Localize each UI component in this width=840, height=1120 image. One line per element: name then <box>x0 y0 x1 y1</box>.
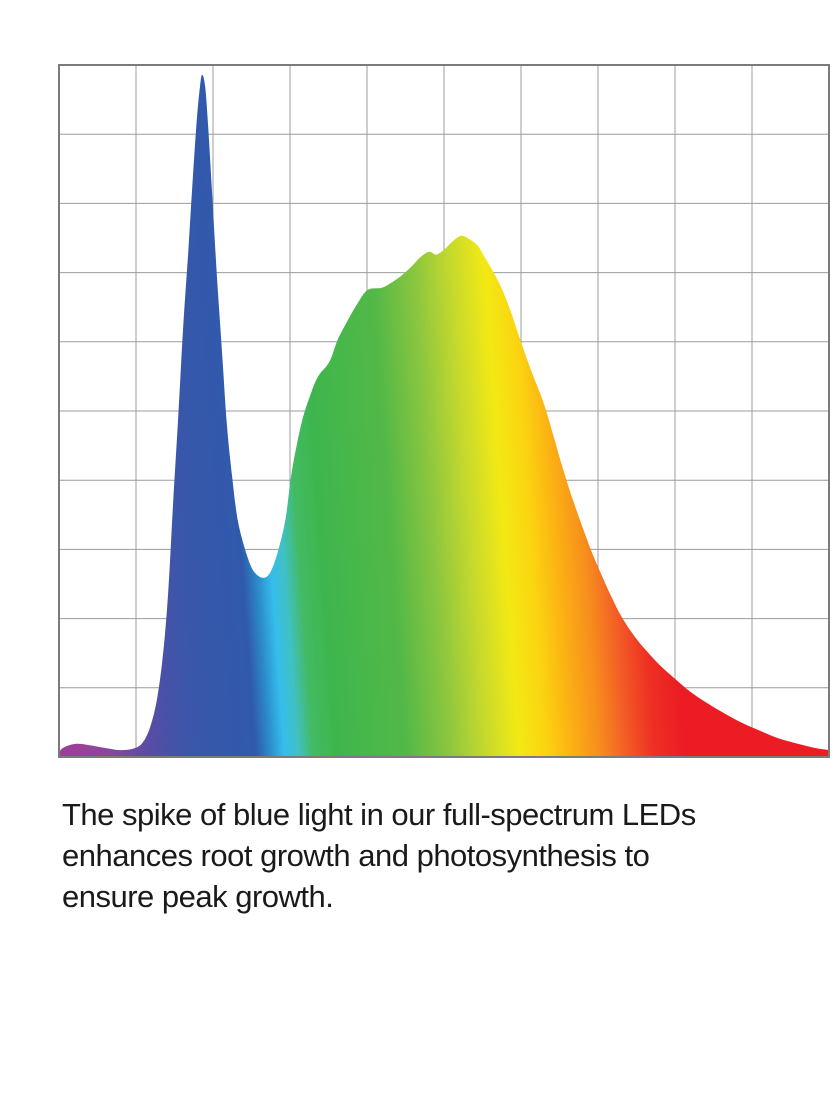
caption-line-1: The spike of blue light in our full-spec… <box>62 797 696 832</box>
caption-line-2: enhances root growth and photosynthesis … <box>62 838 650 873</box>
caption-line-3: ensure peak growth. <box>62 879 334 914</box>
caption: The spike of blue light in our full-spec… <box>62 794 807 917</box>
spectrum-chart <box>58 64 830 758</box>
spectrum-area <box>59 74 829 757</box>
plot-border <box>58 64 830 758</box>
